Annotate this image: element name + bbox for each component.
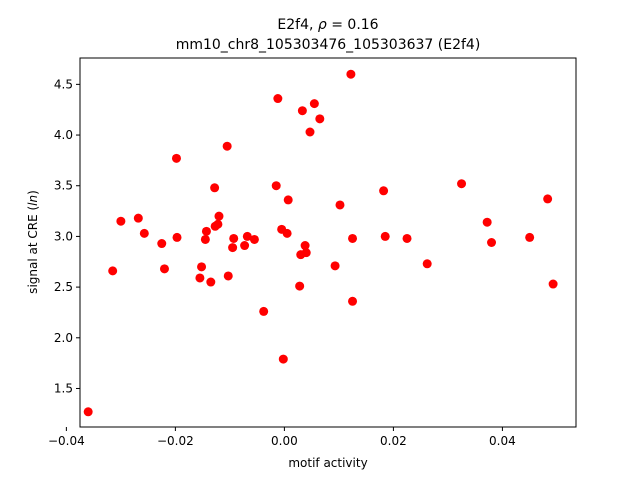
data-point-45 (379, 186, 389, 196)
data-point-19 (223, 271, 233, 281)
data-point-43 (348, 233, 358, 243)
data-point-23 (242, 231, 252, 241)
data-point-0 (83, 407, 93, 417)
data-point-9 (195, 273, 205, 283)
data-point-51 (487, 238, 497, 247)
data-point-48 (422, 259, 432, 269)
data-point-16 (213, 219, 223, 229)
data-point-47 (402, 233, 412, 243)
data-point-10 (197, 262, 207, 272)
x-tick-label-1: −0.02 (157, 434, 194, 448)
x-axis: −0.04 −0.02 0.00 0.02 0.04 (48, 427, 516, 448)
data-point-13 (206, 277, 216, 287)
x-tick-label-0: −0.04 (48, 434, 85, 448)
data-point-30 (282, 228, 292, 238)
x-axis-label: motif activity (288, 456, 367, 470)
data-point-40 (330, 261, 340, 271)
data-point-20 (228, 243, 238, 253)
data-point-50 (482, 217, 492, 227)
data-point-4 (139, 228, 149, 238)
y-tick-label-2: 2.5 (54, 280, 73, 294)
data-point-7 (171, 153, 181, 163)
data-point-39 (315, 114, 325, 124)
chart-title-line1: E2f4, ρ = 0.16 (277, 17, 378, 33)
y-tick-label-6: 4.5 (54, 77, 73, 91)
data-point-1 (108, 266, 118, 276)
data-point-38 (309, 99, 319, 109)
data-point-17 (214, 211, 224, 221)
data-point-42 (346, 69, 356, 79)
data-point-36 (301, 248, 311, 258)
data-point-29 (278, 354, 288, 364)
y-tick-label-0: 1.5 (54, 381, 73, 395)
data-point-21 (229, 233, 239, 243)
plot-frame (79, 57, 577, 428)
data-point-37 (305, 127, 315, 137)
y-tick-label-4: 3.5 (54, 179, 73, 193)
data-point-31 (283, 195, 293, 205)
data-point-25 (259, 306, 269, 316)
data-point-32 (295, 281, 305, 291)
y-tick-label-3: 3.0 (54, 229, 73, 243)
x-tick-label-2: 0.00 (271, 434, 298, 448)
points-layer (83, 69, 558, 417)
data-point-18 (222, 141, 232, 151)
data-point-22 (240, 241, 250, 251)
y-tick-label-1: 2.0 (54, 331, 73, 345)
data-point-2 (116, 216, 126, 226)
y-tick-label-5: 4.0 (54, 128, 73, 142)
data-point-53 (543, 194, 553, 204)
data-point-8 (172, 232, 182, 242)
data-point-54 (548, 279, 558, 289)
data-point-14 (210, 183, 220, 193)
data-point-46 (380, 231, 390, 241)
data-point-27 (273, 94, 283, 104)
data-point-11 (200, 234, 210, 244)
chart-title-line2: mm10_chr8_105303476_105303637 (E2f4) (176, 37, 481, 53)
y-axis-label: signal at CRE (ln) (26, 190, 40, 294)
data-point-44 (348, 296, 358, 306)
x-tick-label-4: 0.04 (489, 434, 516, 448)
data-point-41 (335, 200, 345, 210)
data-point-3 (133, 213, 143, 223)
data-point-26 (271, 181, 281, 191)
data-point-6 (159, 264, 169, 274)
data-point-52 (525, 232, 535, 242)
data-point-49 (457, 179, 467, 189)
x-tick-label-3: 0.02 (380, 434, 407, 448)
data-point-35 (300, 241, 310, 251)
data-point-5 (157, 239, 167, 249)
data-point-34 (297, 106, 307, 116)
data-point-12 (201, 226, 211, 236)
data-point-24 (249, 234, 259, 244)
y-axis: 1.5 2.0 2.5 3.0 3.5 4.0 4.5 (54, 77, 80, 395)
